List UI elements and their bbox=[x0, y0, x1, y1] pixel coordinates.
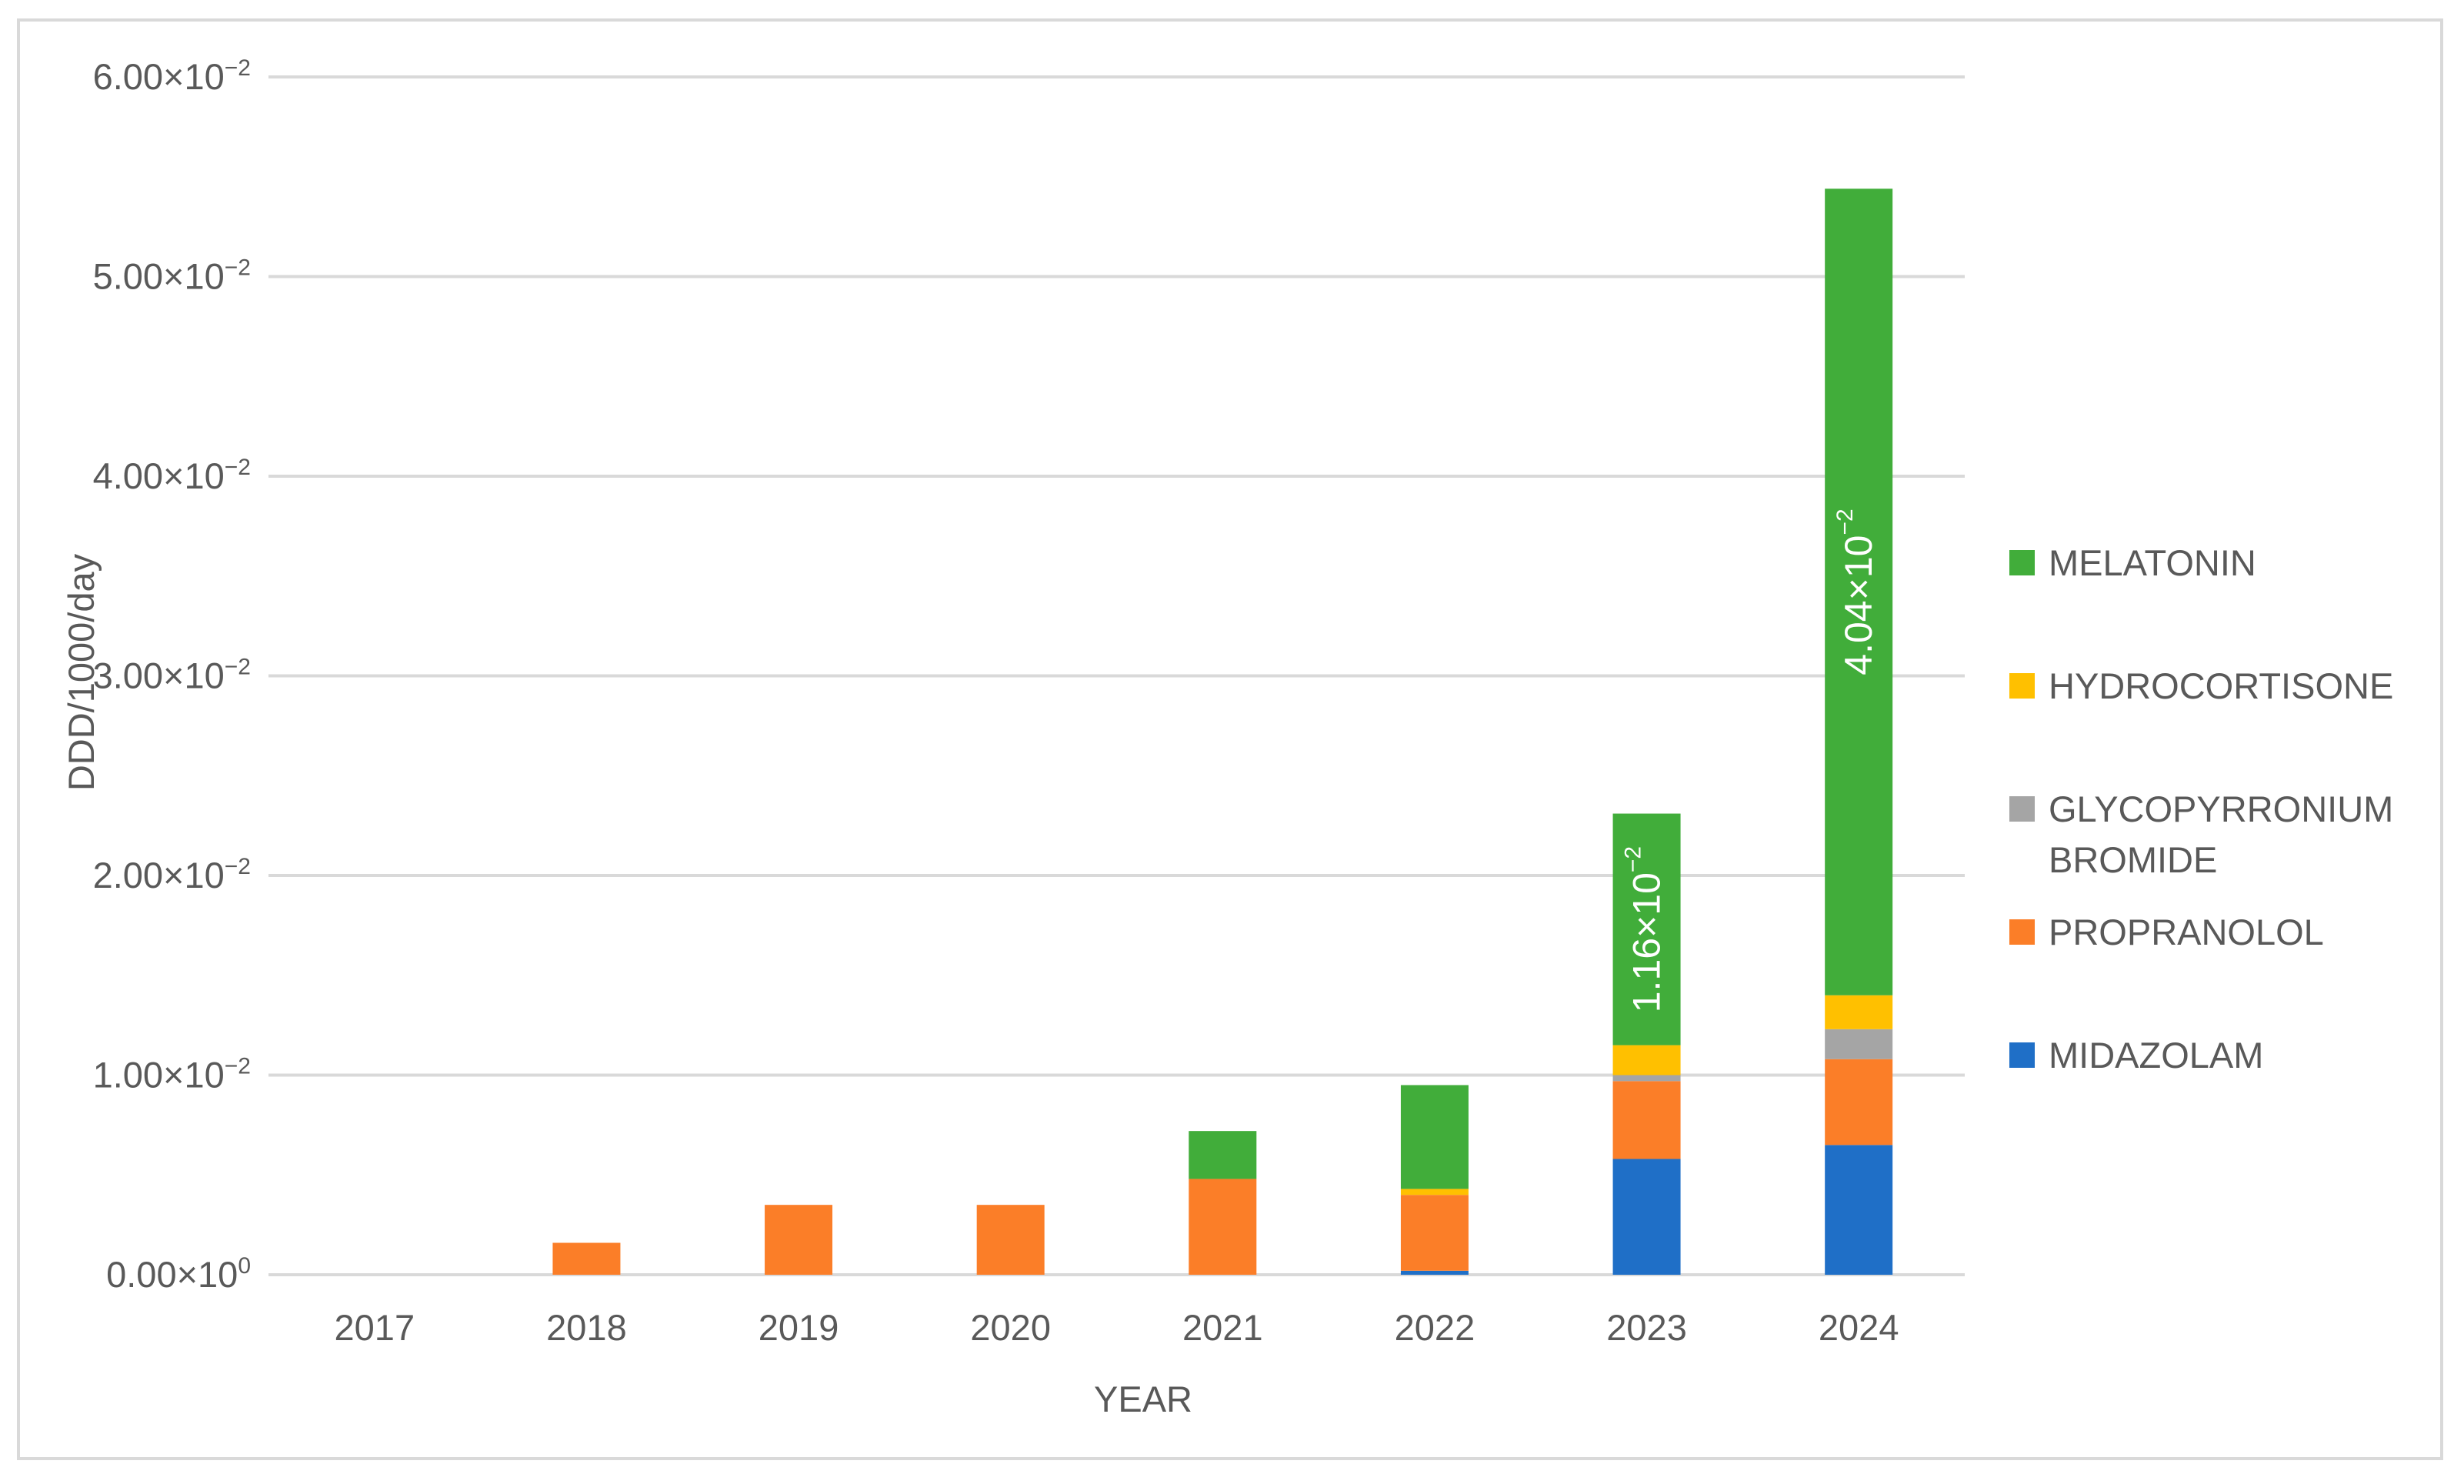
x-tick-label: 2020 bbox=[970, 1307, 1051, 1348]
bar-segment bbox=[1825, 1029, 1893, 1059]
legend-item: MIDAZOLAM bbox=[2009, 1035, 2263, 1075]
bar-segment bbox=[1612, 1081, 1681, 1159]
legend-swatch bbox=[2009, 919, 2035, 945]
legend-label: BROMIDE bbox=[2049, 839, 2217, 880]
chart-frame: 1.16×10−2 4.04×10−2 0.00×100 1.00×10−2 2.00… bbox=[17, 18, 2443, 1460]
bar-segment bbox=[1189, 1179, 1257, 1275]
y-tick-label: 6.00×10−2 bbox=[93, 55, 251, 97]
bar-segment bbox=[1612, 1159, 1681, 1275]
y-tick-label: 4.00×10−2 bbox=[93, 455, 251, 496]
legend-swatch bbox=[2009, 796, 2035, 822]
bar-segment bbox=[1400, 1085, 1469, 1189]
data-label: 1.16×10−2 bbox=[1620, 846, 1669, 1012]
bar-segment bbox=[1400, 1270, 1469, 1275]
legend-swatch bbox=[2009, 550, 2035, 575]
x-tick-label: 2018 bbox=[546, 1307, 627, 1348]
stacked-bar-chart: 1.16×10−2 4.04×10−2 0.00×100 1.00×10−2 2.00… bbox=[61, 55, 2393, 1419]
y-axis-ticks: 0.00×100 1.00×10−2 2.00×10−2 3.00×10−2 4.00×… bbox=[93, 55, 251, 1295]
y-tick-label: 2.00×10−2 bbox=[93, 854, 251, 895]
legend-label: MIDAZOLAM bbox=[2049, 1035, 2263, 1075]
bar-segment bbox=[1612, 813, 1681, 1045]
x-tick-label: 2017 bbox=[335, 1307, 415, 1348]
x-tick-label: 2023 bbox=[1606, 1307, 1687, 1348]
x-tick-label: 2024 bbox=[1819, 1307, 1899, 1348]
legend-item: PROPRANOLOL bbox=[2009, 912, 2324, 952]
bars bbox=[552, 188, 1893, 1275]
x-tick-label: 2019 bbox=[759, 1307, 839, 1348]
bar-segment bbox=[1189, 1131, 1257, 1179]
legend-label: HYDROCORTISONE bbox=[2049, 665, 2393, 706]
legend-label: MELATONIN bbox=[2049, 542, 2256, 583]
y-tick-label: 1.00×10−2 bbox=[93, 1054, 251, 1095]
bar-segment bbox=[976, 1205, 1045, 1275]
y-tick-label: 3.00×10−2 bbox=[93, 655, 251, 696]
bar-segment bbox=[1825, 1059, 1893, 1146]
bar-segment bbox=[1825, 188, 1893, 995]
bar-segment bbox=[765, 1205, 833, 1275]
data-label: 4.04×10−2 bbox=[1832, 509, 1881, 675]
bar-segment bbox=[552, 1242, 621, 1275]
y-tick-label: 0.00×100 bbox=[106, 1253, 251, 1295]
y-axis-title: DDD/1000/day bbox=[61, 553, 102, 791]
x-tick-label: 2022 bbox=[1395, 1307, 1475, 1348]
x-axis-title: YEAR bbox=[1094, 1379, 1192, 1419]
gridlines bbox=[268, 75, 1965, 1276]
x-axis-ticks: 2017 2018 2019 2020 2021 2022 2023 2024 bbox=[335, 1307, 1899, 1348]
bar-segment bbox=[1825, 995, 1893, 1029]
legend-item: HYDROCORTISONE bbox=[2009, 665, 2393, 706]
legend-swatch bbox=[2009, 673, 2035, 699]
bar-labels: 1.16×10−2 4.04×10−2 bbox=[1620, 509, 1880, 1012]
legend: MELATONIN HYDROCORTISONE GLYCOPYRRONIUM BRO… bbox=[2009, 542, 2393, 1075]
bar-segment bbox=[1400, 1195, 1469, 1271]
legend-item: MELATONIN bbox=[2009, 542, 2256, 583]
legend-swatch bbox=[2009, 1042, 2035, 1068]
x-tick-label: 2021 bbox=[1182, 1307, 1263, 1348]
bar-segment bbox=[1825, 1145, 1893, 1275]
legend-label: GLYCOPYRRONIUM bbox=[2049, 789, 2393, 829]
legend-label: PROPRANOLOL bbox=[2049, 912, 2324, 952]
y-tick-label: 5.00×10−2 bbox=[93, 255, 251, 297]
bar-segment bbox=[1612, 1045, 1681, 1075]
legend-item: GLYCOPYRRONIUM BROMIDE bbox=[2009, 789, 2393, 880]
bar-segment bbox=[1612, 1075, 1681, 1082]
bar-segment bbox=[1400, 1189, 1469, 1196]
